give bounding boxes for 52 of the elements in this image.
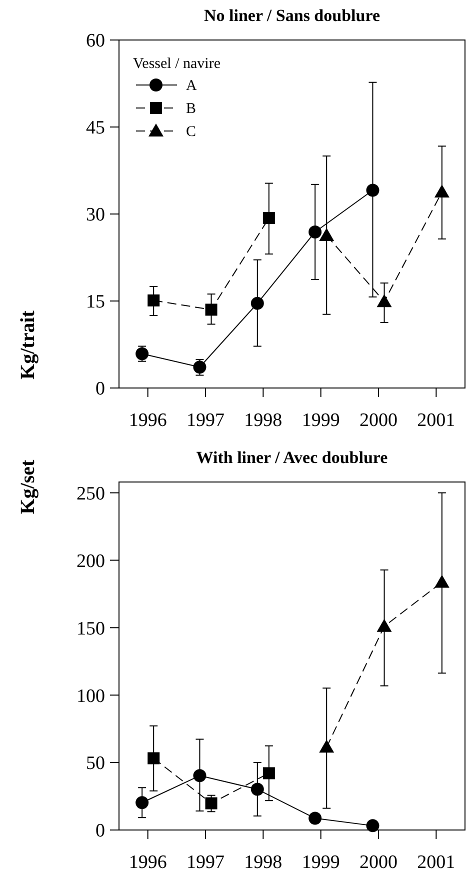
x-tick-label: 1998 bbox=[244, 410, 282, 431]
y-tick-label: 0 bbox=[96, 820, 105, 842]
y-tick-label: 60 bbox=[86, 30, 105, 52]
y-tick-label: 250 bbox=[76, 483, 105, 504]
x-tick-label: 2001 bbox=[417, 852, 456, 873]
x-tick-label: 2001 bbox=[417, 410, 456, 431]
point bbox=[136, 347, 149, 360]
point bbox=[262, 212, 275, 224]
point bbox=[434, 574, 450, 588]
point bbox=[366, 184, 380, 197]
point bbox=[319, 228, 334, 241]
x-tick-label: 1996 bbox=[128, 852, 167, 873]
point bbox=[148, 752, 160, 764]
x-tick-label: 2000 bbox=[360, 852, 398, 873]
legend-label: A bbox=[186, 78, 197, 94]
point bbox=[205, 304, 218, 316]
point bbox=[136, 796, 149, 810]
point bbox=[205, 797, 218, 810]
x-tick-label: 1999 bbox=[302, 852, 340, 873]
y-axis-title: Kg/set bbox=[17, 459, 39, 514]
point bbox=[148, 294, 160, 306]
x-tick-label: 1996 bbox=[128, 410, 167, 431]
y-tick-label: 45 bbox=[86, 118, 105, 139]
point bbox=[308, 812, 322, 825]
point bbox=[376, 294, 392, 308]
point bbox=[262, 767, 275, 780]
x-tick-label: 1998 bbox=[244, 852, 282, 873]
y-tick-label: 100 bbox=[76, 686, 105, 707]
x-tick-label: 1999 bbox=[302, 410, 340, 431]
y-tick-label: 200 bbox=[76, 550, 105, 572]
y-tick-label: 15 bbox=[86, 292, 105, 313]
x-tick-label: 2000 bbox=[360, 410, 398, 431]
point bbox=[376, 618, 392, 632]
point bbox=[250, 782, 264, 796]
point bbox=[308, 225, 322, 238]
y-axis-title: Kg/trait bbox=[17, 310, 39, 380]
chart-title: No liner / Sans doublure bbox=[204, 6, 380, 25]
y-tick-label: 150 bbox=[76, 618, 105, 640]
chart-title: With liner / Avec doublure bbox=[196, 448, 388, 467]
x-tick-label: 1997 bbox=[186, 410, 224, 431]
y-tick-label: 30 bbox=[86, 204, 105, 226]
legend-label: C bbox=[186, 124, 196, 140]
point bbox=[250, 296, 264, 310]
y-tick-label: 0 bbox=[96, 378, 105, 400]
point bbox=[319, 740, 334, 753]
y-tick-label: 50 bbox=[86, 753, 105, 774]
legend-title: Vessel / navire bbox=[133, 56, 221, 72]
legend-label: B bbox=[186, 101, 196, 117]
point bbox=[434, 184, 450, 198]
x-tick-label: 1997 bbox=[186, 852, 224, 873]
point bbox=[193, 769, 206, 782]
point bbox=[366, 819, 380, 832]
